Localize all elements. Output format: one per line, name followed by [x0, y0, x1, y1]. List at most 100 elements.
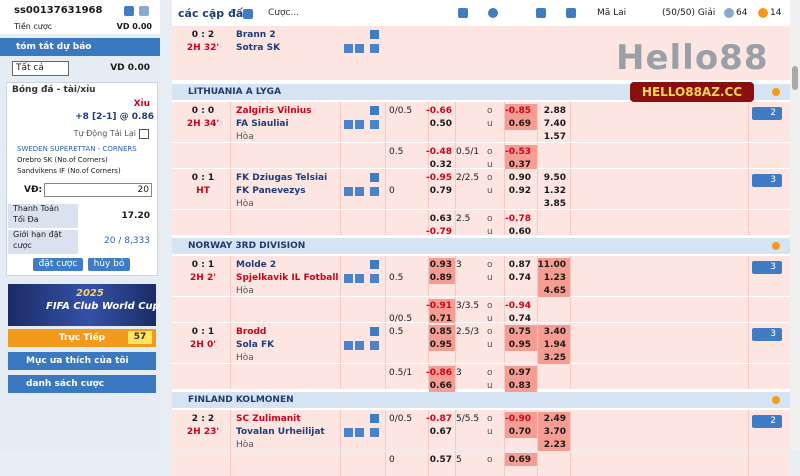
handicap-line: 0/0.5 [389, 314, 413, 324]
stats-icon[interactable] [355, 120, 364, 129]
column-divider [230, 364, 231, 389]
league-refresh[interactable] [772, 396, 780, 404]
odds-row [172, 169, 790, 209]
summary-bar[interactable]: tóm tắt dự báo [0, 38, 160, 56]
more-bets-button[interactable]: 3 [752, 174, 782, 187]
soon-icon[interactable] [758, 8, 768, 18]
draw-label: Hòa [236, 286, 254, 296]
league-refresh[interactable] [772, 242, 780, 250]
under-odds: 0.74 [508, 314, 531, 324]
sound-icon[interactable] [243, 9, 253, 19]
match-odds: 3.70 [543, 427, 566, 437]
more-bets-button[interactable]: 2 [752, 415, 782, 428]
limit-value: 20 / 8,333 [104, 236, 150, 246]
search-box[interactable]: Cược... [268, 8, 300, 18]
favorite-star[interactable] [370, 260, 379, 269]
promo-banner[interactable] [8, 284, 156, 326]
score: 0 : 1 [191, 173, 215, 183]
score: 0 : 1 [191, 327, 215, 337]
favorite-star[interactable] [370, 106, 379, 115]
match-odds: 9.50 [543, 173, 566, 183]
favorites-bar[interactable]: Mục ưa thích của tôi [8, 352, 156, 370]
odds-type[interactable]: Mã Lai [597, 8, 627, 18]
live-bar[interactable]: Trực Tiếp [8, 329, 156, 347]
bet-list-label: danh sách cược [26, 379, 105, 389]
score: 2 : 2 [191, 414, 215, 424]
sort-icon[interactable] [536, 8, 546, 18]
column-divider [230, 210, 231, 235]
stats-icon[interactable] [344, 274, 353, 283]
favorite-star[interactable] [370, 30, 379, 39]
stake-input-label: VĐ: [24, 185, 43, 195]
tv-icon[interactable] [370, 187, 379, 196]
column-divider [570, 364, 571, 389]
place-bet-button[interactable]: đặt cược [33, 258, 83, 271]
stats-icon[interactable] [355, 274, 364, 283]
score: 0 : 2 [191, 30, 215, 40]
stats-icon[interactable] [344, 44, 353, 53]
favorites-label: Mục ưa thích của tôi [26, 356, 129, 366]
over-odds: -0.53 [505, 147, 531, 157]
tv-icon[interactable] [370, 44, 379, 53]
list-icon[interactable] [566, 8, 576, 18]
scroll-thumb[interactable] [792, 66, 798, 90]
total-line: 3 [456, 260, 462, 270]
league-count[interactable]: (50/50) Giải [662, 8, 716, 18]
add-icon[interactable] [458, 8, 468, 18]
scrollbar[interactable] [790, 0, 800, 450]
under-odds: 0.74 [508, 273, 531, 283]
stats-icon[interactable] [355, 44, 364, 53]
favorite-star[interactable] [370, 173, 379, 182]
stake-input[interactable]: 20 [44, 183, 152, 197]
total-line: 3 [456, 368, 462, 378]
refresh-icon[interactable] [139, 6, 149, 16]
toolbar-title: các cặp đấu [178, 7, 252, 20]
over-label: o [487, 414, 493, 424]
tv-icon[interactable] [370, 274, 379, 283]
under-label: u [487, 314, 493, 324]
live-icon[interactable] [724, 8, 734, 18]
stats-icon[interactable] [344, 341, 353, 350]
bet-list-bar[interactable]: danh sách cược [8, 375, 156, 393]
stats-icon[interactable] [344, 120, 353, 129]
stats-icon[interactable] [344, 187, 353, 196]
stats-icon[interactable] [344, 428, 353, 437]
under-odds: 0.37 [508, 160, 531, 170]
filter-select[interactable]: Tất cả [12, 61, 69, 76]
more-bets-button[interactable]: 2 [752, 107, 782, 120]
column-divider [340, 210, 341, 235]
column-divider [230, 143, 231, 168]
count-b: 14 [770, 8, 782, 18]
match-time: 2H 2' [190, 273, 216, 283]
odds-highlight [538, 412, 570, 425]
cancel-button[interactable]: hủy bỏ [88, 258, 130, 271]
column-divider [570, 256, 571, 296]
league-refresh[interactable] [772, 88, 780, 96]
tv-icon[interactable] [370, 341, 379, 350]
home-odds: -0.95 [426, 173, 452, 183]
clock-icon[interactable] [488, 8, 498, 18]
over-odds: 0.75 [508, 327, 531, 337]
column-divider [230, 451, 231, 476]
stats-icon[interactable] [355, 341, 364, 350]
auto-reload-checkbox[interactable] [139, 129, 149, 139]
odds-highlight [505, 158, 537, 171]
tv-icon[interactable] [370, 120, 379, 129]
column-divider [340, 410, 341, 450]
favorite-star[interactable] [370, 414, 379, 423]
message-icon[interactable] [124, 6, 134, 16]
over-label: o [487, 260, 493, 270]
stats-icon[interactable] [355, 428, 364, 437]
odds-highlight [505, 379, 537, 392]
column-divider [570, 451, 571, 476]
favorite-star[interactable] [370, 327, 379, 336]
stats-icon[interactable] [355, 187, 364, 196]
odds-highlight [538, 351, 570, 364]
more-bets-button[interactable]: 3 [752, 328, 782, 341]
tv-icon[interactable] [370, 428, 379, 437]
more-bets-button[interactable]: 3 [752, 261, 782, 274]
watermark-logo: Hello88 [616, 38, 769, 78]
column-divider [455, 143, 456, 168]
column-divider [504, 210, 505, 235]
